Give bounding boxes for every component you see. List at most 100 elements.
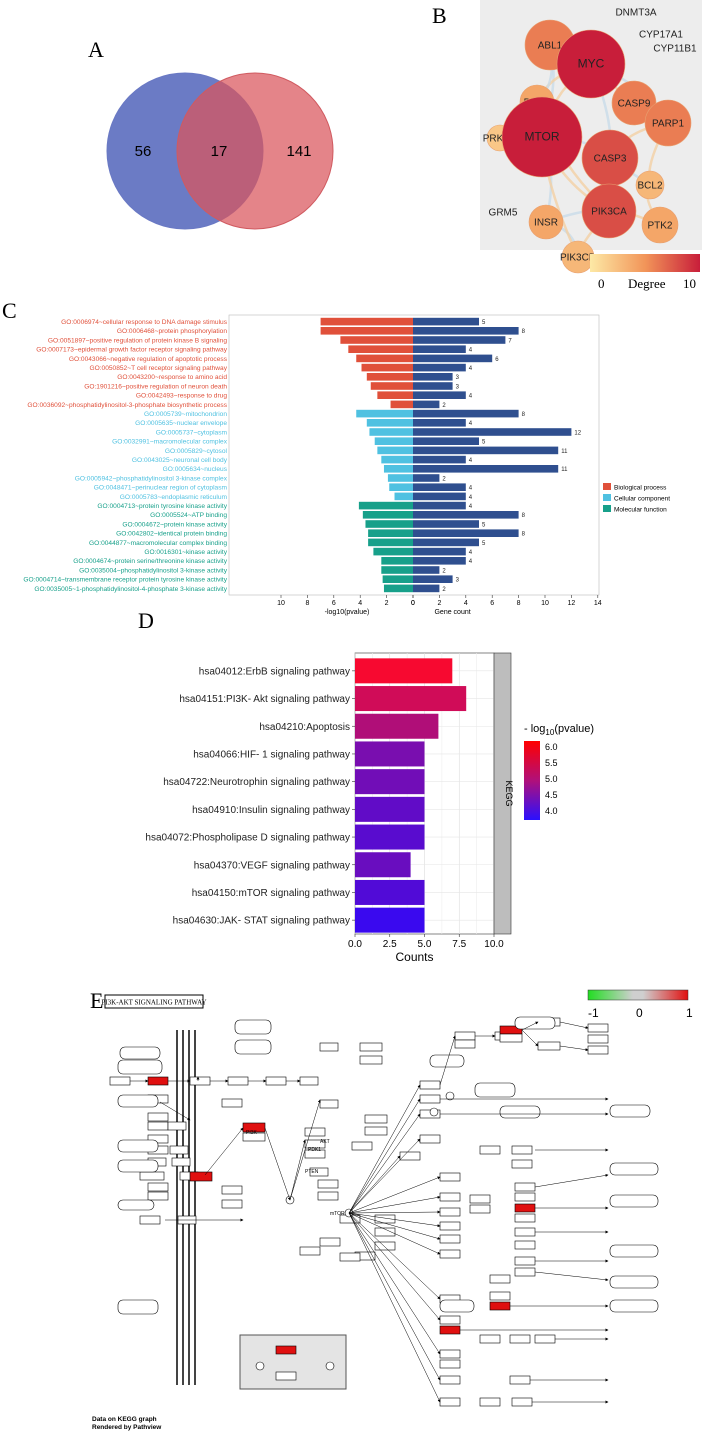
go-count-bar — [413, 455, 466, 464]
go-count-label: 8 — [522, 532, 526, 538]
go-left-tick-label: 0 — [411, 600, 415, 607]
pathway-gene-box-hit — [439, 1325, 461, 1335]
pathway-compound — [255, 1361, 265, 1371]
pathway-compound — [429, 1107, 439, 1117]
network-node-circle — [581, 183, 637, 239]
footer-line-2: Rendered by Pathview — [92, 1424, 162, 1431]
network-node-label: GRM5 — [489, 208, 518, 219]
go-count-bar — [413, 520, 479, 528]
kegg-pathway-label: hsa04210:Apoptosis — [259, 722, 350, 733]
pathway-edges — [130, 1021, 609, 1404]
go-count-bar — [413, 363, 466, 372]
pathway-gene-box-hit — [189, 1171, 213, 1182]
kegg-bar — [355, 907, 425, 933]
panel-letter-e: E — [90, 988, 103, 1013]
pathway-gene-box — [359, 1055, 383, 1065]
go-left-tick-label: 4 — [358, 600, 362, 607]
go-legend-swatch — [603, 505, 611, 512]
go-right-tick-label: 6 — [490, 600, 494, 607]
go-count-label: 5 — [482, 541, 486, 547]
pathway-edge — [559, 1021, 589, 1029]
kegg-facet-strip — [493, 652, 512, 935]
pathway-gene-box — [319, 1237, 341, 1247]
venn-right-circle — [176, 72, 334, 230]
go-count-label: 2 — [442, 476, 446, 482]
kegg-enrichment-chart: hsa04012:ErbB signaling pathway hsa04151:… — [145, 652, 594, 964]
go-count-label: 4 — [469, 486, 473, 492]
kegg-pathway-label: hsa04370:VEGF signaling pathway — [194, 860, 350, 871]
kegg-facet-label: KEGG — [504, 780, 514, 806]
go-term-label: GO:0005524~ATP binding — [150, 512, 227, 519]
pathway-edge — [348, 1212, 441, 1355]
go-pvalue-bar — [362, 511, 413, 519]
venn-intersection-count: 17 — [211, 143, 228, 160]
pathway-module-box — [439, 1299, 475, 1313]
pathway-gene-box-hit — [242, 1122, 266, 1133]
pathway-module-box — [514, 1016, 556, 1030]
go-count-bar — [413, 345, 466, 353]
go-term-label: GO:0042802~identical protein binding — [116, 531, 227, 538]
pathway-gene-box — [514, 1227, 536, 1237]
go-left-tick-label: 8 — [305, 600, 309, 607]
pathway-gene-box — [587, 1023, 609, 1033]
kegg-bar — [355, 824, 425, 850]
pathway-edge — [559, 1045, 589, 1052]
degree-min-label: 0 — [598, 276, 605, 291]
pathway-gene-box — [514, 1267, 536, 1277]
pathway-gene-box — [587, 1045, 609, 1055]
go-count-label: 12 — [574, 430, 581, 436]
pathway-gene-box — [304, 1149, 326, 1159]
network-node-circle — [644, 99, 692, 147]
pathway-module-box — [117, 1059, 163, 1075]
go-term-label: GO:0005942~phosphatidylinositol 3-kinase… — [75, 475, 228, 482]
pathway-edge — [348, 1176, 441, 1214]
pathway-title: PI3K-AKT SIGNALING PATHWAY — [101, 999, 206, 1007]
pathway-gene-box — [359, 1042, 383, 1052]
kegg-bar — [355, 852, 411, 878]
kegg-pathway-label: hsa04150:mTOR signaling pathway — [192, 888, 350, 899]
pathway-module-box — [609, 1104, 651, 1118]
go-term-label: GO:0005737~cytoplasm — [156, 429, 228, 436]
pathway-module-box — [234, 1039, 272, 1055]
go-left-tick-label: 2 — [385, 600, 389, 607]
kegg-pathway-label: hsa04722:Neurotrophin signaling pathway — [163, 777, 350, 788]
go-count-label: 4 — [469, 559, 473, 565]
pathway-gene-box — [419, 1134, 441, 1144]
network-node-cyp11b1: CYP11B1 — [653, 44, 697, 55]
pathway-module-box — [119, 1046, 161, 1060]
network-node-grm5: GRM5 — [489, 208, 518, 219]
pathway-gene-box — [221, 1098, 243, 1108]
go-pvalue-bar — [389, 483, 413, 491]
pathway-gene-box — [147, 1191, 169, 1201]
go-pvalue-bar — [320, 317, 413, 326]
pathway-module-box — [234, 1019, 272, 1035]
pathway-edge — [348, 1195, 441, 1214]
pathway-gene-box — [374, 1241, 396, 1251]
go-right-tick-label: 0 — [411, 600, 415, 607]
network-node-mtor: MTOR — [501, 96, 583, 178]
go-count-label: 11 — [561, 467, 568, 473]
panel-letter-b: B — [432, 3, 447, 28]
pathway-gene-box — [454, 1039, 476, 1049]
scale-label-pos: 1 — [686, 1006, 693, 1020]
go-pvalue-bar — [373, 547, 413, 556]
pathway-gene-box — [299, 1076, 319, 1086]
go-pvalue-bar — [369, 428, 413, 436]
go-count-label: 4 — [469, 348, 473, 354]
pathway-gene-box — [511, 1159, 533, 1169]
network-node-circle — [556, 29, 626, 99]
go-pvalue-bar — [394, 492, 413, 501]
pathway-gene-box — [439, 1349, 461, 1359]
go-count-bar — [413, 529, 519, 537]
pathway-gene-box — [374, 1214, 396, 1224]
go-count-bar — [413, 382, 453, 390]
network-node-casp3: CASP3 — [581, 129, 639, 187]
network-node-label: PIK3CA — [591, 207, 627, 218]
go-count-bar — [413, 354, 493, 363]
go-count-label: 5 — [482, 320, 486, 326]
go-term-label: GO:0005829~cytosol — [165, 448, 228, 455]
network-nodes: ABL1DNMT3ACYP17A1CYP11B1MYCCASP9BRAFPRKC… — [483, 8, 697, 274]
venn-left-count: 56 — [135, 143, 152, 160]
go-count-bar — [413, 437, 479, 445]
